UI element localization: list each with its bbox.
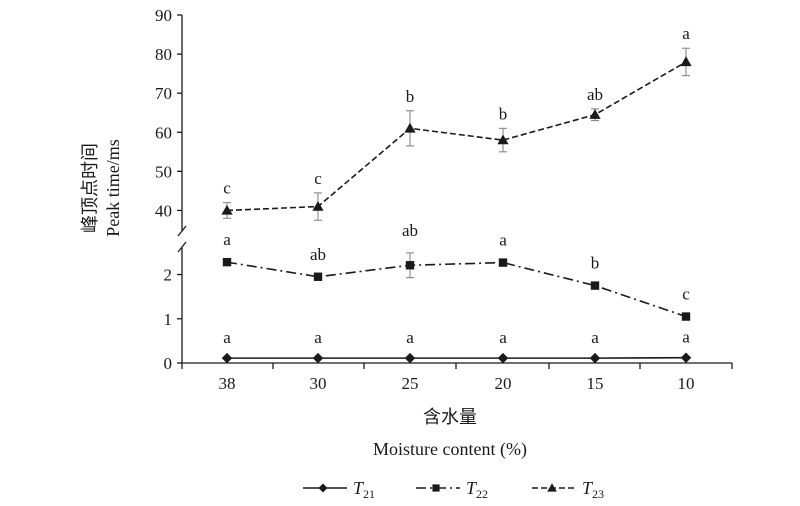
data-point xyxy=(313,272,323,281)
axis-break-mark xyxy=(177,241,187,253)
significance-label: a xyxy=(682,328,690,347)
significance-label: a xyxy=(406,328,414,347)
x-ticks: 38 30 25 20 15 10 xyxy=(181,363,733,393)
y-tick-label: 1 xyxy=(164,310,173,329)
legend-item-t21: T21 xyxy=(303,478,375,501)
significance-label: ab xyxy=(587,85,603,104)
series-t23: c c b b ab a xyxy=(221,24,692,221)
data-point xyxy=(221,204,233,215)
significance-label: b xyxy=(406,87,415,106)
data-point xyxy=(497,134,509,145)
data-point xyxy=(589,109,601,119)
data-point xyxy=(589,352,601,364)
significance-label: a xyxy=(682,24,690,43)
significance-label: a xyxy=(314,328,322,347)
y-tick-label: 40 xyxy=(155,201,172,220)
significance-label: a xyxy=(223,328,231,347)
significance-label: c xyxy=(682,285,690,304)
series-line xyxy=(226,61,687,212)
y-tick-label: 70 xyxy=(155,84,172,103)
significance-label: a xyxy=(499,231,507,250)
legend-label: T21 xyxy=(353,478,375,501)
legend-marker xyxy=(432,484,440,492)
lower-y-ticks: 0 1 2 xyxy=(164,266,182,373)
data-point xyxy=(590,281,600,290)
y-axis-title-cn: 峰顶点时间 xyxy=(80,143,100,233)
y-tick-label: 80 xyxy=(155,45,172,64)
data-point xyxy=(404,352,416,364)
data-point xyxy=(405,261,415,270)
legend-item-t23: T23 xyxy=(532,478,604,501)
series-line xyxy=(226,261,687,318)
significance-label: c xyxy=(223,179,231,198)
significance-label: a xyxy=(223,230,231,249)
legend-marker xyxy=(318,483,328,493)
legend-marker xyxy=(547,483,557,492)
x-axis-title-en: Moisture content (%) xyxy=(373,439,527,460)
legend-item-t22: T22 xyxy=(416,478,488,501)
data-point xyxy=(498,258,508,267)
x-tick-label: 10 xyxy=(678,374,695,393)
data-point xyxy=(681,312,691,321)
y-tick-label: 50 xyxy=(155,162,172,181)
data-point xyxy=(312,352,324,364)
data-point xyxy=(221,352,233,364)
legend: T21 T22 T23 xyxy=(303,478,604,501)
data-point xyxy=(222,257,232,267)
axes xyxy=(177,15,732,364)
significance-label: a xyxy=(591,328,599,347)
x-tick-label: 38 xyxy=(219,374,236,393)
x-tick-label: 20 xyxy=(495,374,512,393)
x-tick-label: 30 xyxy=(310,374,327,393)
legend-label: T23 xyxy=(582,478,604,501)
significance-label: a xyxy=(499,328,507,347)
y-tick-label: 90 xyxy=(155,6,172,25)
y-tick-label: 0 xyxy=(164,354,173,373)
x-tick-label: 15 xyxy=(587,374,604,393)
significance-label: b xyxy=(591,254,600,273)
significance-label: c xyxy=(314,169,322,188)
data-point xyxy=(312,200,324,211)
significance-label: ab xyxy=(402,221,418,240)
x-tick-label: 25 xyxy=(402,374,419,393)
significance-label: ab xyxy=(310,245,326,264)
upper-y-ticks: 40 50 60 70 80 90 xyxy=(155,6,182,220)
data-point xyxy=(680,56,692,67)
y-axis-title-en: Peak time/ms xyxy=(103,139,123,237)
axis-break-mark xyxy=(177,225,187,237)
legend-label: T22 xyxy=(466,478,488,501)
data-point xyxy=(404,122,416,133)
significance-label: b xyxy=(499,104,508,123)
y-tick-label: 2 xyxy=(164,266,173,285)
y-tick-label: 60 xyxy=(155,123,172,142)
data-point xyxy=(680,352,692,363)
x-axis-title-cn: 含水量 xyxy=(423,407,477,427)
data-point xyxy=(497,352,509,364)
